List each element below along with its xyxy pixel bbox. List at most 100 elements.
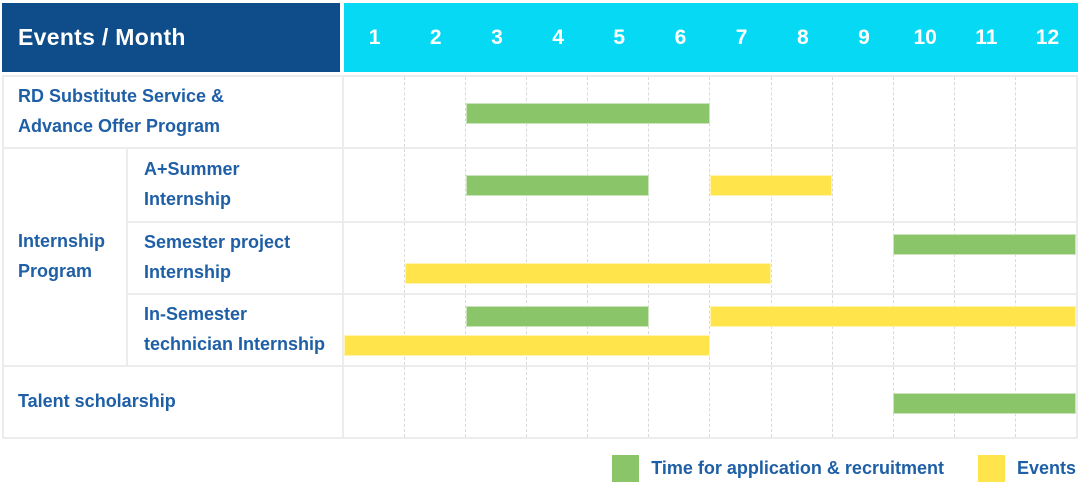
row-label-line: A+Summer bbox=[144, 159, 240, 180]
month-cell bbox=[648, 295, 709, 365]
month-cell bbox=[587, 367, 648, 437]
row-label-a-plus-summer: A+Summer Internship bbox=[128, 149, 342, 221]
month-header-cell: 7 bbox=[735, 25, 748, 49]
month-cell bbox=[770, 77, 832, 147]
legend-application-label: Time for application & recruitment bbox=[651, 458, 944, 478]
row-rd-substitute: RD Substitute Service & Advance Offer Pro… bbox=[4, 75, 1076, 147]
header-title: Events / Month bbox=[18, 24, 186, 50]
month-cell bbox=[587, 295, 648, 365]
month-header-cell: 10 bbox=[913, 25, 937, 49]
a-plus-summer-event-bar bbox=[710, 175, 832, 196]
table-header-row: Events / Month 1 2 3 4 5 6 7 8 9 10 11 12 bbox=[2, 3, 1078, 72]
month-header-cell: 9 bbox=[858, 25, 870, 49]
month-cell bbox=[404, 295, 465, 365]
row-label-line: Internship bbox=[18, 231, 106, 252]
group-label-internship-program: Internship Program bbox=[4, 149, 126, 365]
row-label-line: In-Semester bbox=[144, 304, 248, 325]
month-cell bbox=[831, 77, 893, 147]
row-talent-scholarship: Talent scholarship bbox=[4, 365, 1076, 437]
legend-events-label: Events bbox=[1016, 458, 1076, 478]
month-cell bbox=[1014, 77, 1076, 147]
month-header-cell: 11 bbox=[975, 25, 998, 49]
month-cell bbox=[465, 77, 526, 147]
month-cell bbox=[465, 295, 526, 365]
row-label-in-semester-technician: In-Semester technician Internship bbox=[128, 295, 342, 365]
a-plus-summer-application-bar bbox=[466, 175, 649, 196]
month-cell bbox=[465, 367, 526, 437]
month-cell bbox=[953, 223, 1015, 293]
month-cell bbox=[404, 223, 465, 293]
row-months-grid-talent-scholarship bbox=[342, 367, 1076, 437]
talent-scholarship-application-bar bbox=[893, 393, 1076, 414]
month-header-cell: 6 bbox=[674, 25, 687, 49]
header-events-month-cell: Events / Month bbox=[2, 3, 340, 72]
row-label-line: technician Internship bbox=[144, 334, 326, 354]
month-cell bbox=[404, 149, 465, 221]
month-cell bbox=[770, 367, 832, 437]
month-cell bbox=[831, 223, 893, 293]
row-label-line: Talent scholarship bbox=[18, 391, 176, 412]
legend-events-swatch bbox=[977, 455, 1005, 482]
row-label-talent-scholarship: Talent scholarship bbox=[4, 367, 342, 437]
month-header-cell: 12 bbox=[1035, 25, 1060, 49]
month-cell bbox=[1014, 295, 1076, 365]
row-months-grid-semester-project bbox=[342, 223, 1076, 293]
row-label-line: Advance Offer Program bbox=[18, 116, 221, 136]
row-label-line: Internship bbox=[144, 262, 232, 282]
month-cell bbox=[770, 295, 832, 365]
row-label-semester-project: Semester project Internship bbox=[128, 223, 342, 293]
month-cell bbox=[709, 367, 770, 437]
row-group-internship-program: Internship Program A+Summer Internship Semes… bbox=[4, 147, 1076, 365]
in-semester-technician-event-bar bbox=[344, 335, 710, 356]
month-header-cell: 3 bbox=[491, 25, 503, 49]
row-label-rd-substitute: RD Substitute Service & Advance Offer Pro… bbox=[4, 77, 342, 147]
month-cell bbox=[831, 149, 893, 221]
legend-application-swatch bbox=[612, 455, 640, 482]
rd-substitute-application-bar bbox=[466, 103, 710, 124]
month-cell bbox=[344, 149, 404, 221]
month-cell bbox=[526, 367, 587, 437]
month-cell bbox=[709, 149, 770, 221]
month-cell bbox=[892, 223, 954, 293]
row-semester-project: Semester project Internship bbox=[128, 221, 1076, 293]
row-months-grid-rd-substitute bbox=[342, 77, 1076, 147]
month-cell bbox=[526, 295, 587, 365]
month-cell bbox=[344, 223, 404, 293]
month-cell bbox=[770, 223, 832, 293]
month-cell bbox=[526, 223, 587, 293]
month-cell bbox=[1014, 223, 1076, 293]
legend: Time for application & recruitment Event… bbox=[612, 455, 1076, 482]
semester-project-event-bar bbox=[405, 263, 771, 284]
month-header-cell: 4 bbox=[552, 25, 564, 49]
month-cell bbox=[892, 149, 954, 221]
row-label-line: Internship bbox=[144, 189, 232, 209]
month-cell bbox=[465, 149, 526, 221]
month-cell bbox=[648, 149, 709, 221]
month-cell bbox=[587, 223, 648, 293]
month-header-cell: 8 bbox=[796, 25, 809, 49]
month-header-cell: 1 bbox=[368, 25, 381, 49]
in-semester-technician-event-bar bbox=[710, 306, 1076, 327]
month-cell bbox=[709, 223, 770, 293]
row-label-line: Semester project bbox=[144, 232, 291, 253]
month-cell bbox=[953, 77, 1015, 147]
row-label-line: Program bbox=[18, 261, 93, 281]
row-a-plus-summer: A+Summer Internship bbox=[128, 149, 1076, 221]
month-cell bbox=[953, 295, 1015, 365]
month-cell bbox=[709, 77, 770, 147]
month-cell bbox=[465, 223, 526, 293]
month-cell bbox=[404, 77, 465, 147]
row-months-grid-a-plus-summer bbox=[342, 149, 1076, 221]
month-cell bbox=[648, 367, 709, 437]
month-cell bbox=[953, 149, 1015, 221]
semester-project-application-bar bbox=[893, 234, 1076, 255]
month-cell bbox=[1014, 149, 1076, 221]
row-label-line: RD Substitute Service & bbox=[18, 86, 225, 107]
month-cell bbox=[344, 77, 404, 147]
month-cell bbox=[404, 367, 465, 437]
row-in-semester-technician: In-Semester technician Internship bbox=[128, 293, 1076, 365]
header-months-row: 1 2 3 4 5 6 7 8 9 10 11 12 bbox=[344, 3, 1078, 72]
month-header-cell: 2 bbox=[429, 25, 442, 49]
month-cell bbox=[831, 367, 893, 437]
